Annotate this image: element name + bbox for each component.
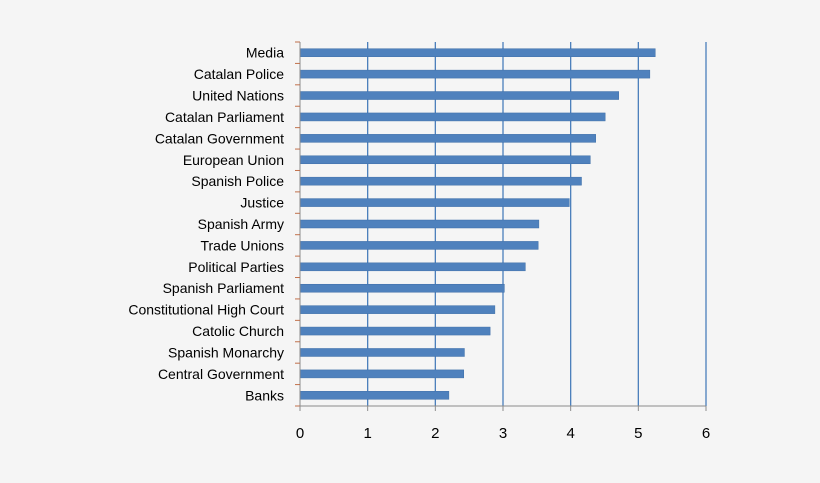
bars — [299, 48, 656, 400]
bar — [299, 48, 656, 57]
category-label: Media — [246, 45, 284, 61]
category-label: Banks — [245, 387, 284, 403]
category-label: Political Parties — [188, 259, 284, 275]
bar — [299, 112, 606, 122]
bar — [299, 155, 591, 165]
bar — [299, 69, 651, 79]
bar — [299, 176, 582, 186]
bar — [299, 305, 496, 314]
x-tick-label: 6 — [702, 425, 710, 442]
bar — [299, 283, 505, 293]
category-label: Constitutional High Court — [128, 302, 284, 318]
x-tick-label: 0 — [296, 425, 304, 442]
category-label: Spanish Monarchy — [168, 344, 284, 360]
bar — [299, 219, 540, 229]
category-label: United Nations — [192, 88, 284, 104]
category-label: Trade Unions — [200, 237, 284, 253]
category-label: Spanish Parliament — [163, 280, 285, 296]
bar — [299, 348, 465, 357]
category-labels: Media Catalan Police United Nations Catalan… — [128, 45, 284, 404]
bar — [299, 241, 539, 250]
bar — [299, 91, 619, 100]
category-label: Catalan Police — [194, 66, 284, 82]
axes — [295, 41, 707, 411]
category-label: Spanish Army — [198, 216, 284, 232]
x-tick-label: 2 — [431, 425, 439, 442]
bar — [299, 369, 465, 379]
category-label: Central Government — [158, 366, 284, 382]
x-tick-label: 4 — [566, 425, 574, 442]
category-label: Spanish Police — [191, 173, 284, 189]
bar — [299, 134, 596, 143]
x-tick-label: 5 — [634, 425, 642, 442]
category-label: European Union — [183, 152, 284, 168]
bar — [299, 262, 526, 272]
x-tick-labels: 0 1 2 3 4 5 6 — [296, 425, 710, 442]
x-tick-label: 3 — [499, 425, 507, 442]
bar — [299, 391, 450, 400]
category-label: Catalan Parliament — [165, 109, 284, 125]
x-tick-label: 1 — [363, 425, 371, 442]
category-label: Catalan Government — [155, 130, 284, 146]
bar — [299, 326, 491, 336]
bar — [299, 198, 570, 207]
category-label: Catolic Church — [192, 323, 284, 339]
category-label: Justice — [240, 195, 284, 211]
